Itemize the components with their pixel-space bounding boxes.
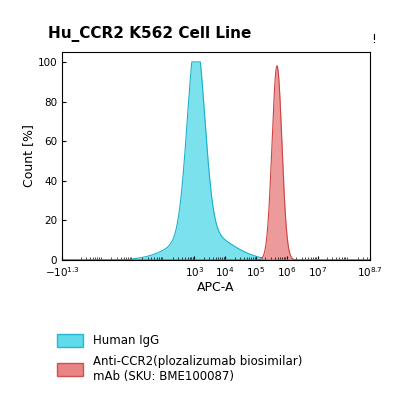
Legend: Human IgG, Anti-CCR2(plozalizumab biosimilar)
mAb (SKU: BME100087): Human IgG, Anti-CCR2(plozalizumab biosim… [54, 330, 306, 386]
Text: Hu_CCR2 K562 Cell Line: Hu_CCR2 K562 Cell Line [48, 26, 251, 42]
X-axis label: APC-A: APC-A [197, 282, 235, 294]
Y-axis label: Count [%]: Count [%] [22, 124, 35, 188]
Text: !: ! [372, 33, 376, 46]
